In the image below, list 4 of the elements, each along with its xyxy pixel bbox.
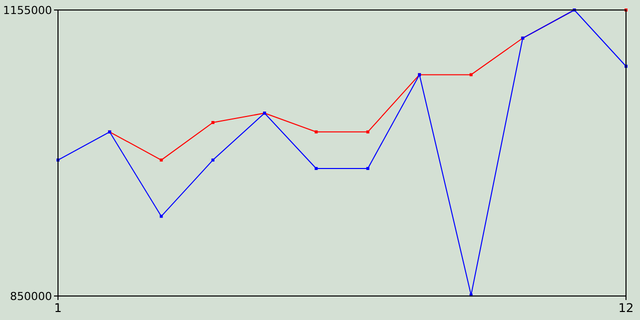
- x-tick-label: 1: [54, 301, 62, 315]
- y-tick-label: 1155000: [3, 4, 52, 17]
- x-tick-label: 12: [618, 301, 634, 315]
- y-tick-label: 850000: [10, 290, 52, 303]
